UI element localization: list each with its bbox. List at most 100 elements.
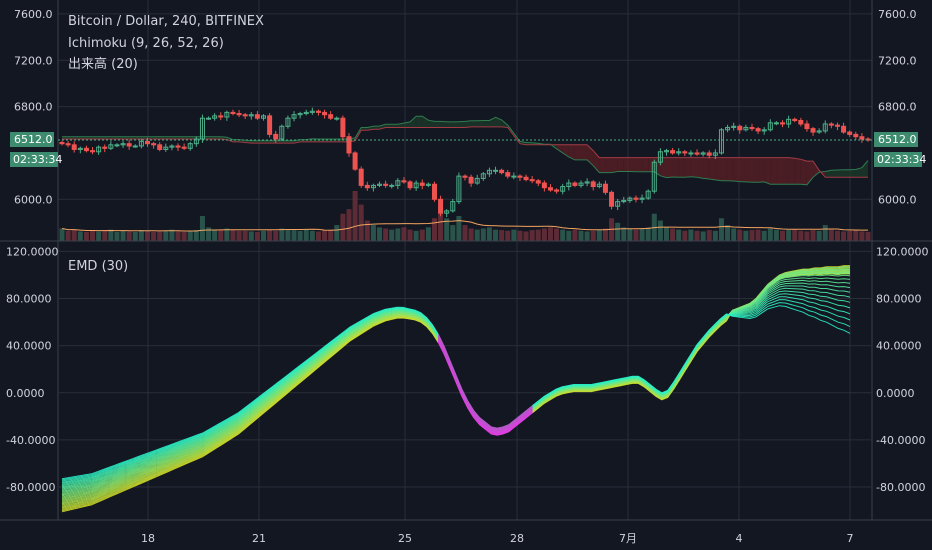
candle[interactable]	[279, 124, 285, 141]
candle[interactable]	[743, 124, 749, 132]
price-axis-left[interactable]: 7600.0 7200.0 6800.0 6000.0	[14, 8, 53, 206]
candle[interactable]	[340, 115, 346, 140]
candle[interactable]	[102, 144, 108, 153]
candle[interactable]	[114, 143, 120, 148]
candle[interactable]	[596, 181, 602, 189]
candle[interactable]	[529, 175, 535, 184]
candle[interactable]	[523, 174, 529, 182]
candle[interactable]	[731, 122, 737, 131]
candle[interactable]	[761, 127, 767, 135]
candle[interactable]	[828, 122, 834, 129]
candle[interactable]	[254, 111, 260, 120]
candle[interactable]	[224, 110, 230, 121]
candle[interactable]	[413, 180, 419, 191]
candle[interactable]	[206, 116, 212, 120]
candle[interactable]	[578, 180, 584, 188]
candle[interactable]	[676, 148, 682, 156]
candle[interactable]	[584, 178, 590, 187]
price-axis-right[interactable]: 7600.0 7200.0 6800.0 6000.0	[878, 8, 917, 206]
candle[interactable]	[59, 140, 65, 146]
candle[interactable]	[407, 180, 413, 191]
candle[interactable]	[615, 198, 621, 211]
candle[interactable]	[847, 130, 853, 137]
candle[interactable]	[438, 195, 444, 217]
candle[interactable]	[700, 151, 706, 157]
candle[interactable]	[364, 181, 370, 191]
candle[interactable]	[767, 119, 773, 132]
candle[interactable]	[670, 147, 676, 155]
candle[interactable]	[621, 196, 627, 204]
candle[interactable]	[322, 109, 328, 119]
candle[interactable]	[822, 120, 828, 134]
candle[interactable]	[65, 141, 71, 148]
candle[interactable]	[853, 131, 859, 140]
candle[interactable]	[126, 140, 132, 150]
candle[interactable]	[560, 183, 566, 195]
candle[interactable]	[780, 120, 786, 128]
candle[interactable]	[309, 107, 315, 115]
candle[interactable]	[517, 174, 523, 182]
candle[interactable]	[572, 181, 578, 188]
candle[interactable]	[773, 121, 779, 126]
time-axis[interactable]: 18 21 25 28 7月 4 7	[141, 532, 854, 545]
candle[interactable]	[535, 179, 541, 187]
candle[interactable]	[841, 122, 847, 134]
candle[interactable]	[419, 179, 425, 190]
candle[interactable]	[151, 141, 157, 149]
candle[interactable]	[627, 196, 633, 203]
candle[interactable]	[285, 115, 291, 129]
candle[interactable]	[499, 168, 505, 175]
candle[interactable]	[315, 109, 321, 116]
candle[interactable]	[132, 144, 138, 148]
candle[interactable]	[346, 133, 352, 157]
candle[interactable]	[737, 124, 743, 134]
candle[interactable]	[664, 148, 669, 156]
candle[interactable]	[193, 136, 199, 147]
candle[interactable]	[468, 174, 474, 187]
candle[interactable]	[242, 112, 248, 119]
candle[interactable]	[212, 113, 218, 121]
candle[interactable]	[602, 180, 608, 195]
candle[interactable]	[83, 145, 89, 153]
candle[interactable]	[175, 143, 181, 151]
candle[interactable]	[236, 109, 242, 118]
candle[interactable]	[682, 150, 688, 157]
candle[interactable]	[816, 128, 822, 134]
candle[interactable]	[706, 150, 712, 159]
candlesticks[interactable]	[59, 107, 871, 218]
candle[interactable]	[755, 126, 761, 135]
candle[interactable]	[798, 117, 804, 127]
candle[interactable]	[144, 137, 150, 147]
candle[interactable]	[377, 181, 383, 188]
candle[interactable]	[273, 130, 279, 143]
ichimoku-legend[interactable]: Ichimoku (9, 26, 52, 26)	[68, 36, 224, 51]
candle[interactable]	[450, 198, 456, 213]
candle[interactable]	[566, 179, 572, 191]
candle[interactable]	[297, 111, 303, 119]
candle[interactable]	[486, 167, 492, 177]
candle[interactable]	[261, 114, 266, 121]
candle[interactable]	[401, 177, 407, 184]
candle[interactable]	[657, 148, 663, 166]
candle[interactable]	[431, 181, 437, 202]
candle[interactable]	[645, 189, 651, 200]
candle[interactable]	[554, 188, 560, 194]
candle[interactable]	[639, 194, 645, 204]
candle[interactable]	[834, 122, 840, 131]
candle[interactable]	[694, 149, 700, 156]
candle[interactable]	[71, 141, 77, 153]
candle[interactable]	[328, 111, 334, 120]
candle[interactable]	[157, 142, 163, 152]
candle[interactable]	[303, 109, 309, 116]
candle[interactable]	[389, 183, 395, 189]
candle[interactable]	[688, 150, 694, 157]
volume-legend[interactable]: 出来高 (20)	[68, 56, 138, 72]
candle[interactable]	[169, 144, 175, 151]
candle[interactable]	[90, 147, 96, 155]
candle[interactable]	[462, 174, 468, 181]
emd-axis-right[interactable]: 120.0000 80.0000 40.0000 0.0000 -40.0000 -80.…	[876, 245, 929, 494]
candle[interactable]	[120, 141, 126, 148]
candle[interactable]	[718, 128, 724, 155]
candle[interactable]	[108, 141, 114, 151]
candle[interactable]	[138, 138, 144, 149]
